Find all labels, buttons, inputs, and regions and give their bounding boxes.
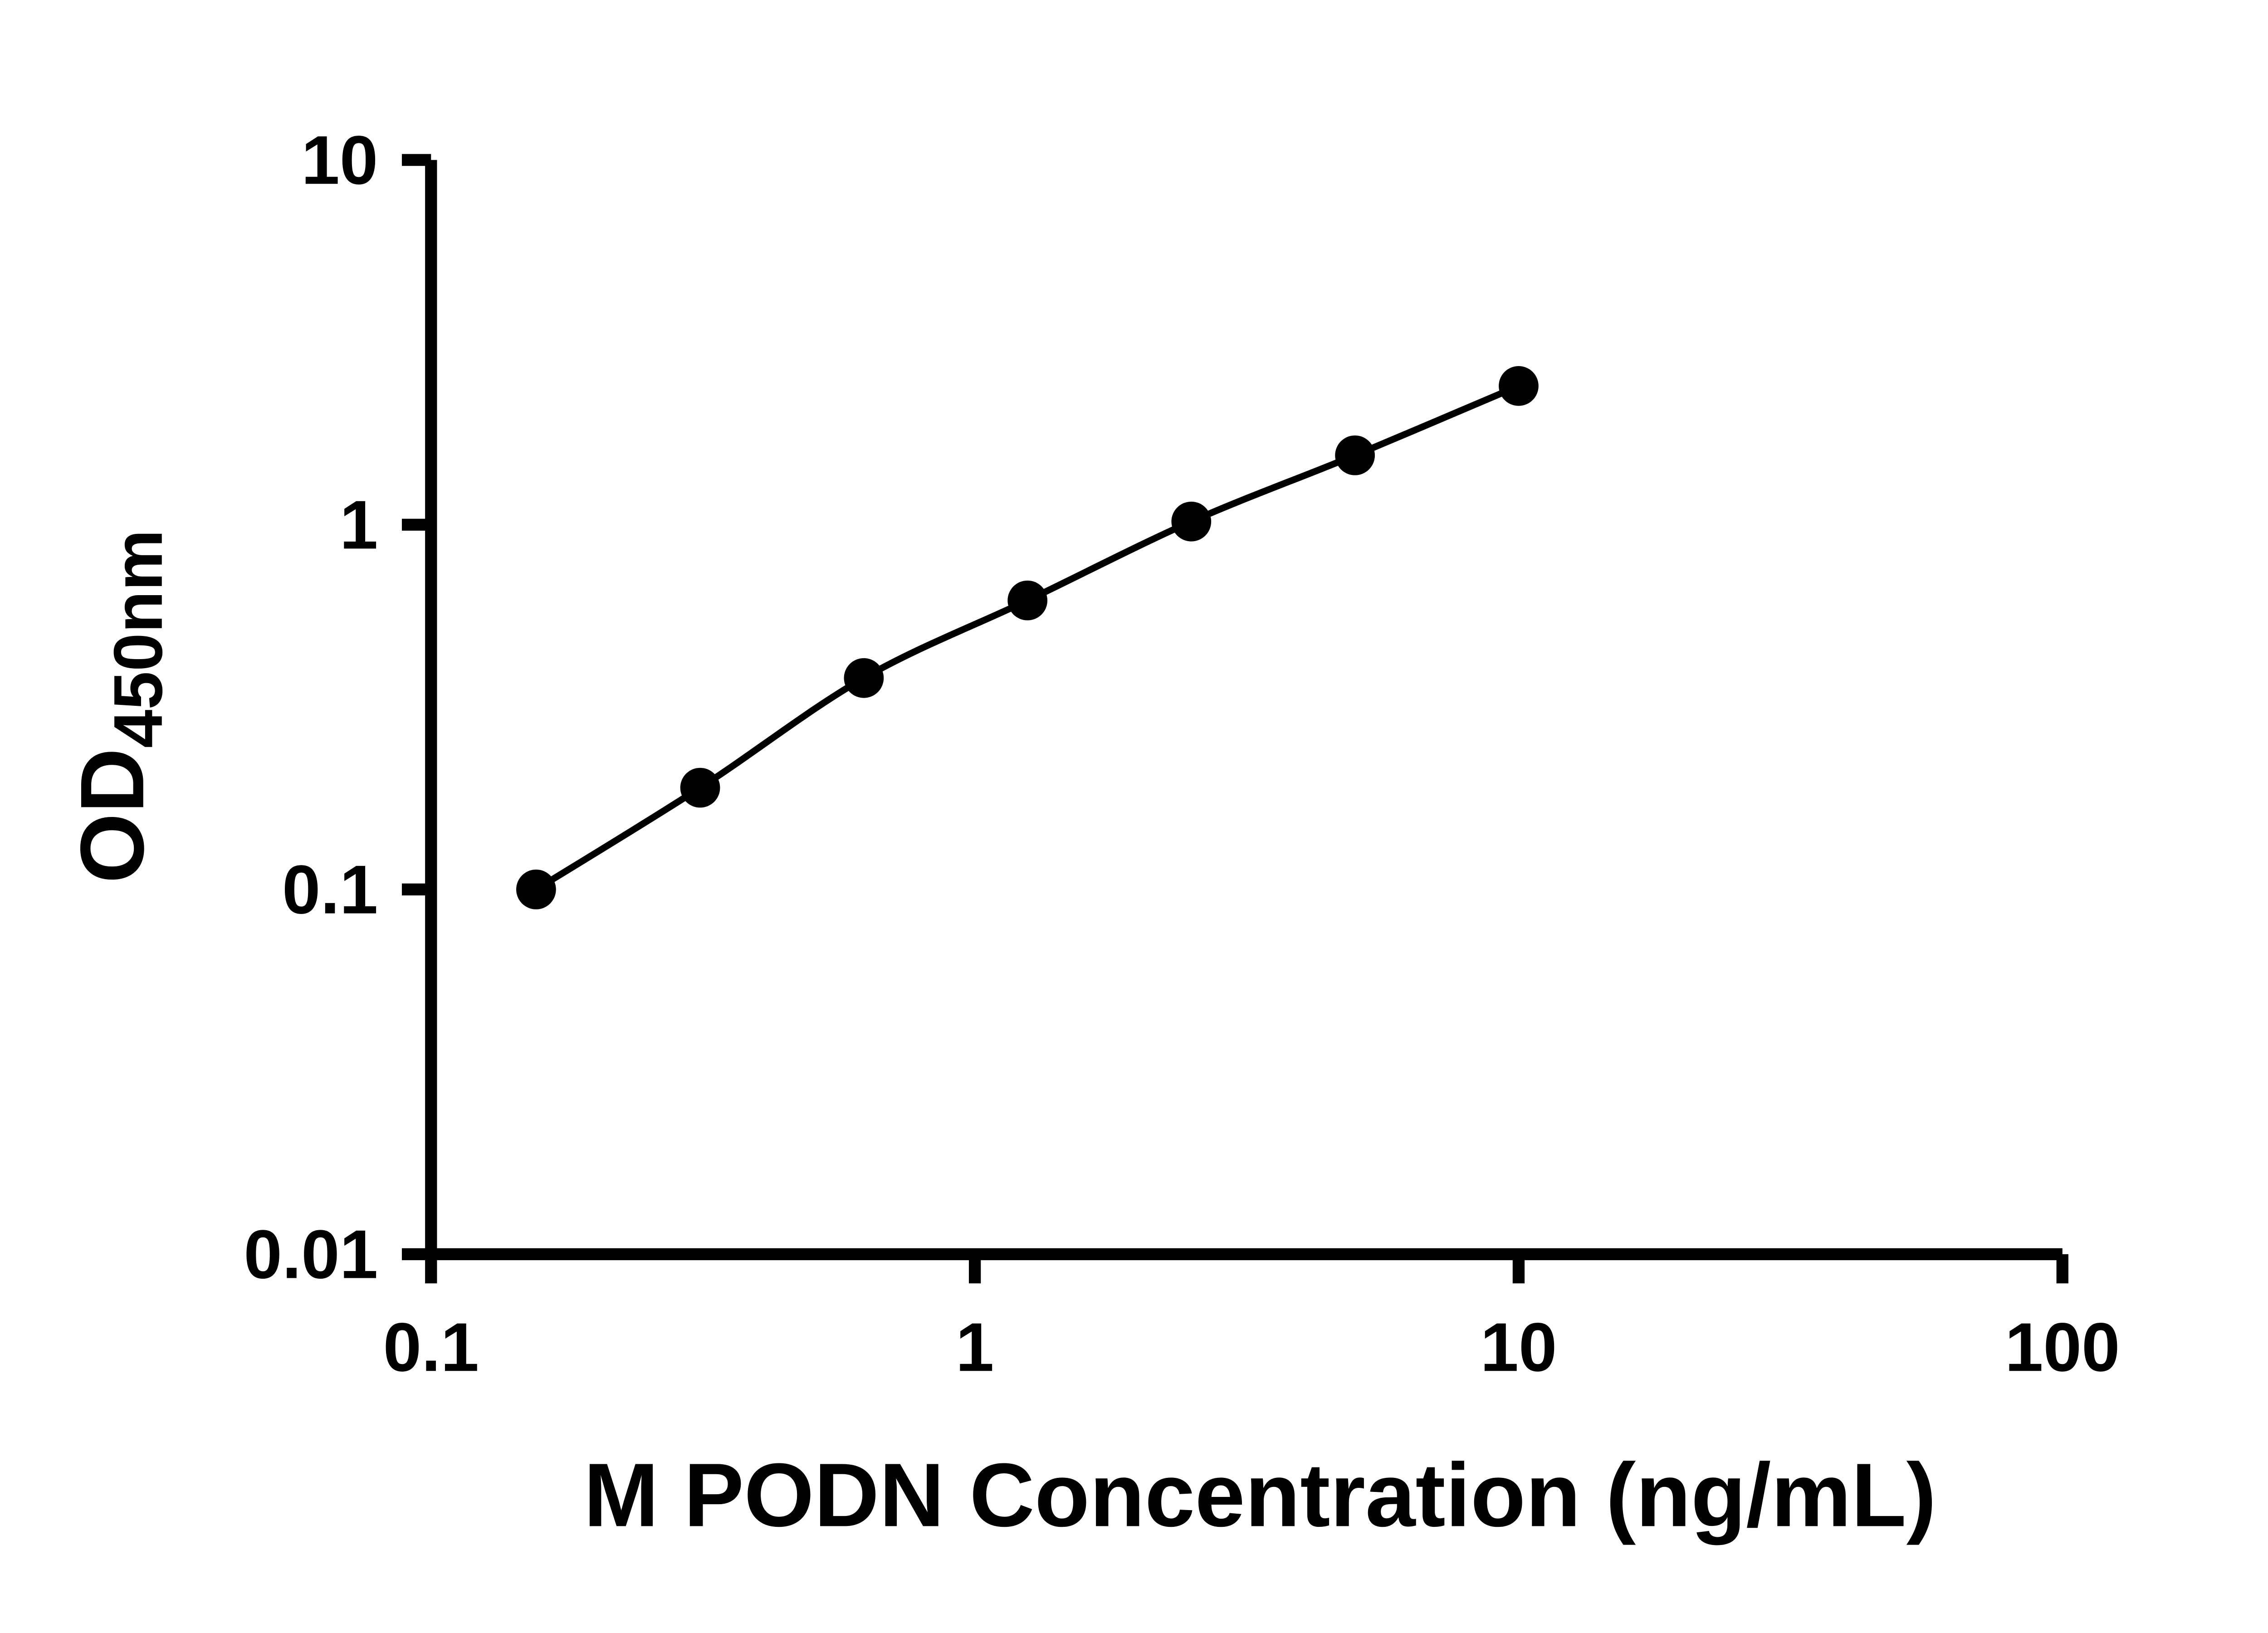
y-tick-label: 1 — [340, 486, 378, 563]
data-point — [1171, 501, 1212, 542]
x-tick-label: 1 — [956, 1309, 994, 1386]
data-point — [844, 658, 884, 698]
data-point — [1499, 366, 1539, 406]
points-group — [516, 366, 1539, 909]
data-point — [1007, 580, 1048, 621]
x-tick-label: 100 — [2005, 1309, 2120, 1386]
x-axis-title: M PODN Concentration (ng/mL) — [584, 1445, 1936, 1545]
axes-group — [425, 160, 2063, 1261]
y-axis-title-main: OD — [62, 748, 163, 883]
tick-marks-group — [401, 154, 2068, 1284]
data-point — [516, 869, 556, 909]
x-tick-label: 0.1 — [383, 1309, 479, 1386]
y-tick-label: 0.1 — [282, 851, 378, 928]
data-point — [680, 768, 720, 808]
y-axis-title-subscript: 450nm — [100, 529, 177, 748]
axis-spine — [425, 160, 2063, 1261]
data-point — [1335, 435, 1375, 475]
x-tick-label: 10 — [1480, 1309, 1557, 1386]
y-tick-label: 0.01 — [244, 1216, 378, 1293]
y-tick-label: 10 — [301, 122, 378, 199]
y-axis-title: OD450nm — [62, 529, 177, 883]
